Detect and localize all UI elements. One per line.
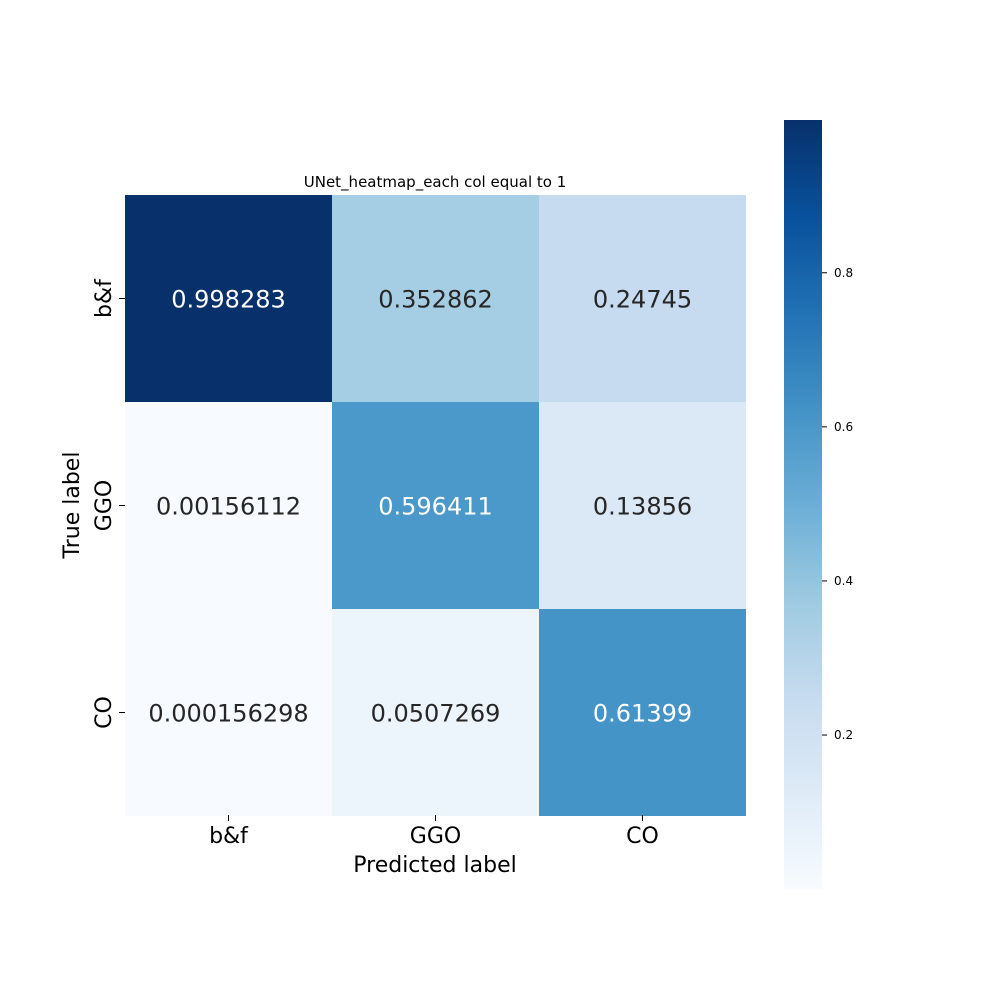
heatmap-cell-value: 0.0507269 — [371, 700, 501, 728]
heatmap-cell-value: 0.000156298 — [148, 700, 308, 728]
colorbar-tick-label: 0.4 — [834, 574, 853, 588]
heatmap-cell — [125, 402, 332, 609]
heatmap-cell-value: 0.13856 — [593, 493, 692, 521]
x-tick-label: CO — [626, 824, 659, 849]
colorbar-tick-label: 0.6 — [834, 420, 853, 434]
heatmap-cell — [539, 402, 746, 609]
heatmap-cell-value: 0.352862 — [378, 286, 493, 314]
colorbar-tick-label: 0.8 — [834, 266, 853, 280]
chart-title: UNet_heatmap_each col equal to 1 — [304, 173, 567, 192]
heatmap-cell — [332, 402, 539, 609]
heatmap-cells — [125, 195, 746, 816]
heatmap-cell — [125, 609, 332, 816]
colorbar — [784, 120, 822, 889]
colorbar-ticks: 0.2 0.4 0.6 0.8 — [822, 266, 853, 742]
y-tick-label: b&f — [92, 278, 117, 318]
heatmap-cell — [539, 195, 746, 402]
colorbar-tick-label: 0.2 — [834, 728, 853, 742]
x-axis-label: Predicted label — [353, 853, 516, 878]
heatmap-cell-labels: 0.998283 0.352862 0.24745 0.00156112 0.59641… — [148, 286, 692, 728]
heatmap-cell-value: 0.61399 — [593, 700, 692, 728]
heatmap-cell — [539, 609, 746, 816]
heatmap-cell-value: 0.998283 — [171, 286, 286, 314]
heatmap-cell-value: 0.24745 — [593, 286, 692, 314]
heatmap-cell — [332, 609, 539, 816]
heatmap-cell — [125, 195, 332, 402]
heatmap-cell — [332, 195, 539, 402]
x-axis-ticks: b&f GGO CO — [209, 815, 659, 849]
heatmap-cell-value: 0.00156112 — [156, 493, 301, 521]
y-tick-label: GGO — [92, 480, 117, 531]
y-axis-label: True label — [60, 452, 85, 560]
y-tick-label: CO — [92, 696, 117, 729]
heatmap-cell-value: 0.596411 — [378, 493, 493, 521]
y-axis-ticks: b&f GGO CO — [92, 278, 125, 729]
x-tick-label: b&f — [209, 824, 249, 849]
x-tick-label: GGO — [410, 824, 461, 849]
